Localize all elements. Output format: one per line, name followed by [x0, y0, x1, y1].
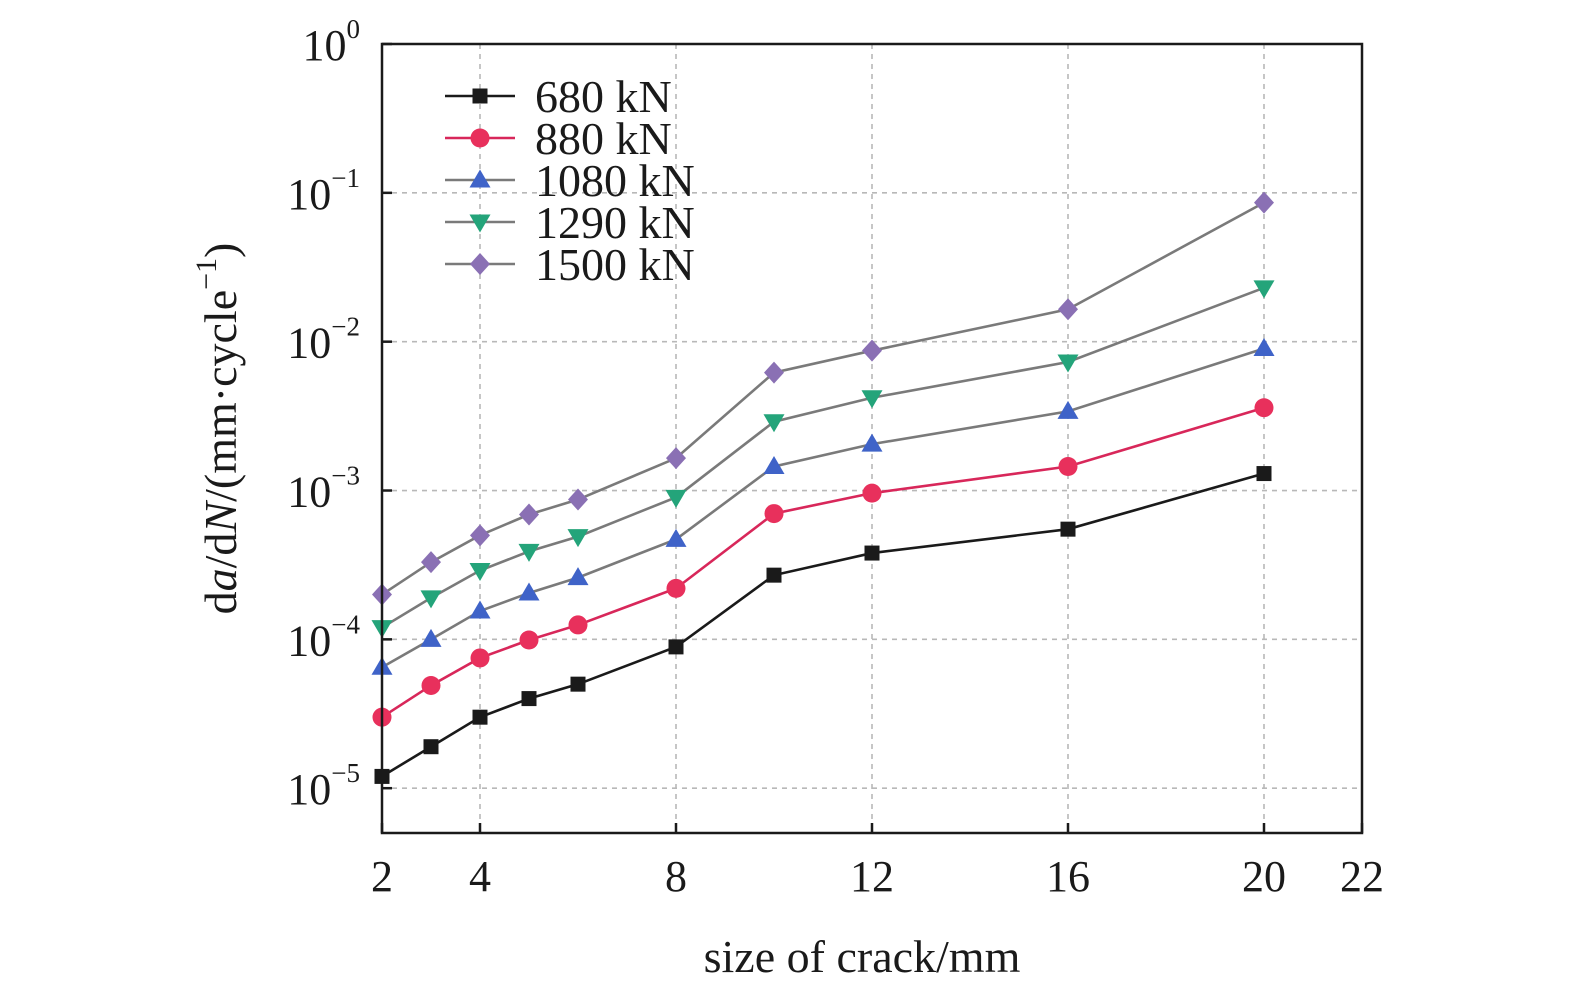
data-point-s4-2	[470, 524, 490, 547]
data-point-s4-4	[568, 488, 588, 511]
legend-marker-3	[469, 214, 491, 233]
data-point-s0-7	[864, 545, 880, 561]
data-point-s1-9	[1254, 398, 1274, 418]
x-tick-label-16: 16	[1046, 852, 1090, 901]
data-point-s3-7	[861, 390, 883, 409]
x-tick-label-4: 4	[469, 852, 491, 901]
data-point-s1-5	[666, 578, 686, 598]
data-point-s3-6	[763, 414, 785, 433]
data-point-s4-8	[1058, 298, 1078, 321]
legend-label-2: 1080 kN	[535, 155, 695, 206]
data-point-s0-6	[766, 567, 782, 583]
series-markers	[371, 191, 1275, 784]
x-tick-labels: 2 4 8 12 16 20 22	[371, 852, 1384, 901]
data-point-s2-5	[665, 528, 687, 547]
data-point-s1-1	[421, 675, 441, 695]
data-point-s1-4	[568, 615, 588, 635]
y-tick-label-2: 10−3	[287, 461, 360, 517]
data-point-s1-8	[1058, 456, 1078, 476]
data-point-s1-3	[519, 630, 539, 650]
series-line-2	[381, 347, 1265, 669]
data-point-s0-8	[1060, 521, 1076, 537]
data-point-s3-2	[469, 563, 491, 582]
y-axis-title: da/dN/(mm·cycle−1)	[190, 243, 246, 615]
y-tick-label-5: 100	[303, 14, 361, 70]
y-tick-label-4: 10−1	[287, 163, 360, 219]
y-tick-labels: 10−5 10−4 10−3 10−2 10−1 100	[287, 14, 360, 814]
data-point-s1-2	[470, 648, 490, 668]
data-point-s3-5	[665, 489, 687, 508]
series-line-3	[381, 286, 1265, 629]
data-point-s3-3	[518, 543, 540, 562]
x-tick-label-8: 8	[665, 852, 687, 901]
data-point-s1-7	[862, 483, 882, 503]
data-point-s2-2	[469, 600, 491, 619]
data-point-s2-7	[861, 433, 883, 452]
axis-ticks	[380, 42, 1364, 833]
data-point-s0-9	[1256, 466, 1272, 482]
legend-label-0: 680 kN	[535, 71, 672, 122]
legend-marker-2	[469, 169, 491, 188]
y-tick-label-0: 10−5	[287, 758, 360, 814]
data-point-s3-1	[420, 590, 442, 609]
legend-marker-0	[472, 88, 488, 104]
series-lines	[381, 201, 1265, 778]
data-point-s4-1	[421, 551, 441, 574]
data-point-s2-6	[763, 455, 785, 474]
legend-label-4: 1500 kN	[535, 239, 695, 290]
legend-label-1: 880 kN	[535, 113, 672, 164]
legend-marker-1	[470, 128, 490, 148]
data-point-s0-2	[472, 709, 488, 725]
x-tick-label-20: 20	[1242, 852, 1286, 901]
data-point-s0-1	[423, 739, 439, 755]
legend-marker-4	[470, 253, 490, 275]
data-point-s2-4	[567, 567, 589, 586]
x-tick-label-12: 12	[850, 852, 894, 901]
data-point-s3-8	[1057, 354, 1079, 373]
data-point-s4-9	[1254, 191, 1274, 214]
data-point-s1-6	[764, 504, 784, 524]
data-point-s2-8	[1057, 400, 1079, 419]
data-point-s2-9	[1253, 337, 1275, 356]
series-line-1	[381, 406, 1265, 719]
data-point-s2-1	[420, 628, 442, 647]
data-point-s3-4	[567, 529, 589, 548]
y-tick-label-3: 10−2	[287, 312, 360, 368]
series-line-4	[381, 201, 1265, 596]
data-point-s4-6	[764, 361, 784, 384]
x-tick-label-22: 22	[1340, 852, 1384, 901]
x-axis-title: size of crack/mm	[704, 931, 1021, 982]
data-point-s0-3	[521, 691, 537, 707]
series-line-0	[381, 472, 1265, 778]
legend-label-3: 1290 kN	[535, 197, 695, 248]
y-tick-label-1: 10−4	[287, 609, 360, 665]
data-point-s0-4	[570, 676, 586, 692]
data-point-s4-5	[666, 447, 686, 470]
data-point-s4-7	[862, 339, 882, 362]
data-point-s2-3	[518, 582, 540, 601]
data-point-s4-3	[519, 503, 539, 526]
data-point-s3-9	[1253, 280, 1275, 299]
x-tick-label-2: 2	[371, 852, 393, 901]
data-point-s0-5	[668, 639, 684, 655]
